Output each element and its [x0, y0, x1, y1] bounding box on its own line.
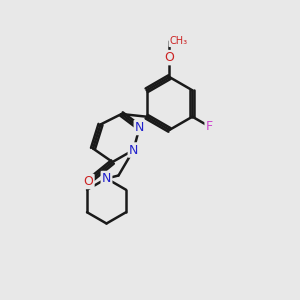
Text: N: N [102, 172, 111, 185]
Text: N: N [129, 143, 138, 157]
Text: N: N [135, 121, 144, 134]
Text: O: O [165, 51, 174, 64]
Text: F: F [206, 120, 213, 133]
Text: O: O [84, 175, 93, 188]
Text: CH₃: CH₃ [169, 36, 188, 46]
